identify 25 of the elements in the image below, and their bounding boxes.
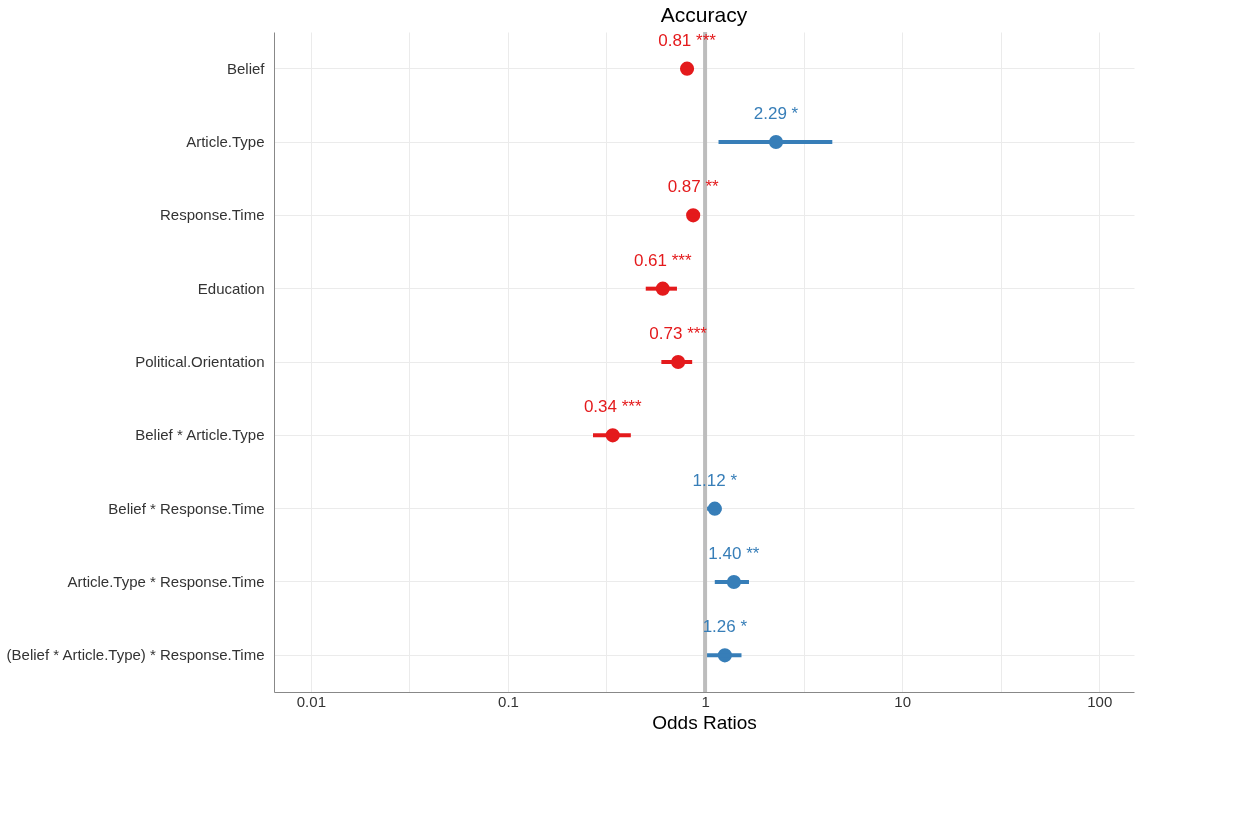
x-tick-label: 100 — [1087, 692, 1113, 710]
x-tick-label: 1 — [701, 692, 710, 710]
data-label: 1.12 * — [692, 470, 738, 490]
data-label: 1.40 ** — [708, 544, 760, 563]
data-label: 0.34 *** — [583, 397, 642, 417]
data-label: 0.81 *** — [658, 30, 717, 50]
x-axis-title: Odds Ratios — [652, 711, 757, 733]
y-tick-label: Response.Time — [160, 206, 265, 224]
y-tick-label: (Belief * Article.Type) * Response.Time — [6, 646, 265, 664]
y-tick-label: Belief — [226, 59, 266, 77]
y-tick-label: Belief * Response.Time — [108, 499, 265, 517]
y-tick-label: Belief * Article.Type — [135, 426, 265, 444]
x-tick-label: 0.01 — [296, 692, 326, 710]
x-tick-label: 0.1 — [498, 692, 519, 710]
data-label: 2.29 * — [753, 104, 799, 123]
y-tick-label: Education — [197, 279, 265, 297]
data-label: 0.87 ** — [667, 177, 720, 197]
y-tick-label: Political.Orientation — [135, 353, 265, 370]
data-label: 0.73 *** — [649, 324, 708, 343]
x-tick-label: 10 — [894, 692, 912, 710]
y-tick-label: Article.Type * Response.Time — [67, 573, 265, 590]
chart-title: Accuracy — [660, 3, 748, 26]
y-tick-label: Article.Type — [186, 133, 265, 150]
data-label: 1.26 * — [702, 617, 748, 637]
data-label: 0.61 *** — [633, 250, 692, 270]
